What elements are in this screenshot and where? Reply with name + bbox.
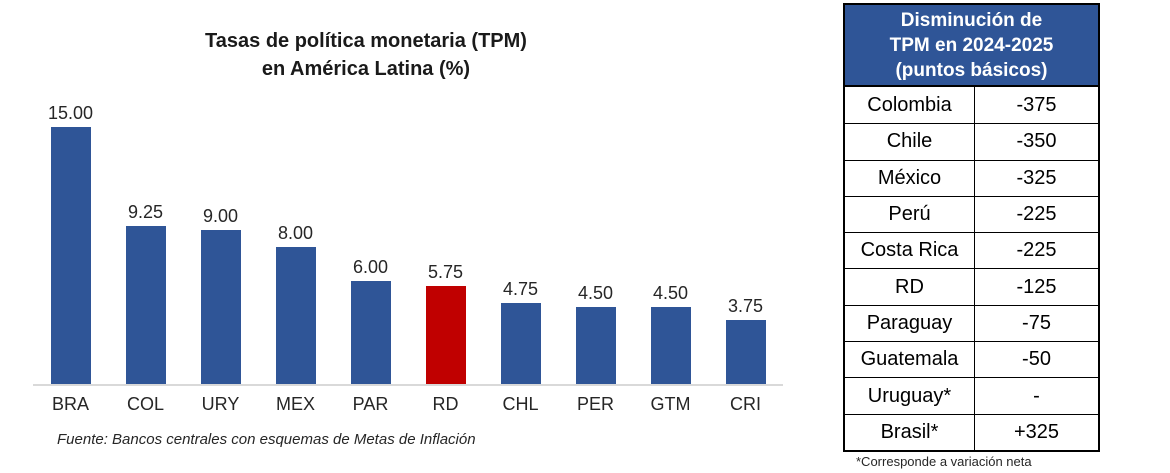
bar-gtm [650,307,691,384]
category-label-gtm: GTM [650,394,691,414]
table-cell-country: México [845,160,975,196]
bar-bra [50,127,91,384]
bar-column: 5.75 [408,99,483,384]
x-axis-line [33,384,783,386]
bar-column: 4.50 [558,99,633,384]
bar-chl [500,303,541,384]
table-header: Disminución de TPM en 2024-2025 (puntos bá… [845,5,1098,87]
bar-value-label: 15.00 [47,103,94,123]
table-row: México -325 [845,159,1098,196]
category-label-cri: CRI [730,394,761,414]
table-cell-value: -350 [1016,130,1057,153]
table-row: Uruguay* - [845,377,1098,414]
category-label-per: PER [576,394,614,414]
table-row: Colombia -375 [845,87,1098,124]
table-cell-country: Perú [845,196,975,233]
bar-column: 6.00 [333,99,408,384]
table-body: Colombia -375 Chile -350 México -325 Perú -225 C… [845,87,1098,450]
bar-plot-area: 15.00 9.25 9.00 8.00 6.00 5.75 4.75 4.50 4.50 3.7… [33,99,783,384]
bar-column: 4.50 [633,99,708,384]
table-cell-country: Brasil* [845,414,975,450]
table-header-line: TPM en 2024-2025 [889,35,1054,56]
bar-cri [725,320,766,384]
table-cell-value: -75 [1022,311,1051,334]
bar-value-label: 3.75 [727,296,764,316]
table-row: Chile -350 [845,123,1098,160]
bar-rd [425,286,466,384]
bar-value-label: 4.75 [502,279,539,299]
bar-col [125,226,166,384]
table-row: Paraguay -75 [845,304,1098,342]
table-row: RD -125 [845,268,1098,305]
bar-value-label: 8.00 [277,223,314,243]
bar-value-label: 5.75 [427,262,464,282]
category-label-chl: CHL [502,394,539,414]
chart-title-line2: en América Latina (%) [261,58,471,80]
table-cell-country: Costa Rica [845,233,975,269]
table-cell-value: -225 [1016,203,1057,226]
table-header-line: Disminución de [900,10,1043,31]
category-label-par: PAR [352,394,389,414]
bar-mex [275,247,316,384]
table-header-line: (puntos básicos) [895,60,1048,81]
bar-column: 4.75 [483,99,558,384]
tpm-decrease-table: Disminución de TPM en 2024-2025 (puntos bá… [843,3,1100,452]
chart-title: Tasas de política monetaria (TPM) en Amé… [36,27,696,83]
table-footnote: *Corresponde a variación neta [856,454,1032,469]
table-cell-country: Chile [845,124,975,160]
table-cell-country: RD [845,269,975,305]
category-label-bra: BRA [51,394,89,414]
table-row: Perú -225 [845,195,1098,233]
table-cell-value: -50 [1022,348,1051,371]
table-cell-value: -125 [1016,275,1057,298]
source-note: Fuente: Bancos centrales con esquemas de… [57,431,476,448]
bar-column: 3.75 [708,99,783,384]
category-label-col: COL [126,394,164,414]
bar-value-label: 6.00 [352,257,389,277]
table-cell-country: Uruguay* [845,378,975,414]
bar-column: 8.00 [258,99,333,384]
table-row: Costa Rica -225 [845,232,1098,269]
bar-par [350,281,391,384]
table-cell-value: +325 [1013,420,1060,443]
table-cell-value: - [1033,384,1040,407]
bar-column: 15.00 [33,99,108,384]
chart-title-line1: Tasas de política monetaria (TPM) [205,30,527,52]
table-cell-value: -225 [1016,239,1057,262]
table-cell-country: Paraguay [845,305,975,342]
category-axis: BRA COL URY MEX PAR RD CHL PER GTM CRI [33,394,783,415]
category-label-mex: MEX [275,394,315,414]
category-label-ury: URY [201,394,240,414]
bar-column: 9.25 [108,99,183,384]
table-cell-country: Colombia [845,87,975,124]
table-cell-value: -375 [1016,93,1057,116]
bar-value-label: 4.50 [652,283,689,303]
table-cell-country: Guatemala [845,342,975,378]
bar-ury [200,230,241,384]
bar-per [575,307,616,384]
bar-value-label: 4.50 [577,283,614,303]
category-label-rd: RD [432,394,459,414]
table-cell-value: -325 [1016,166,1057,189]
table-row: Guatemala -50 [845,341,1098,378]
bar-column: 9.00 [183,99,258,384]
table-row: Brasil* +325 [845,413,1098,450]
bar-value-label: 9.25 [127,202,164,222]
bar-value-label: 9.00 [202,206,239,226]
